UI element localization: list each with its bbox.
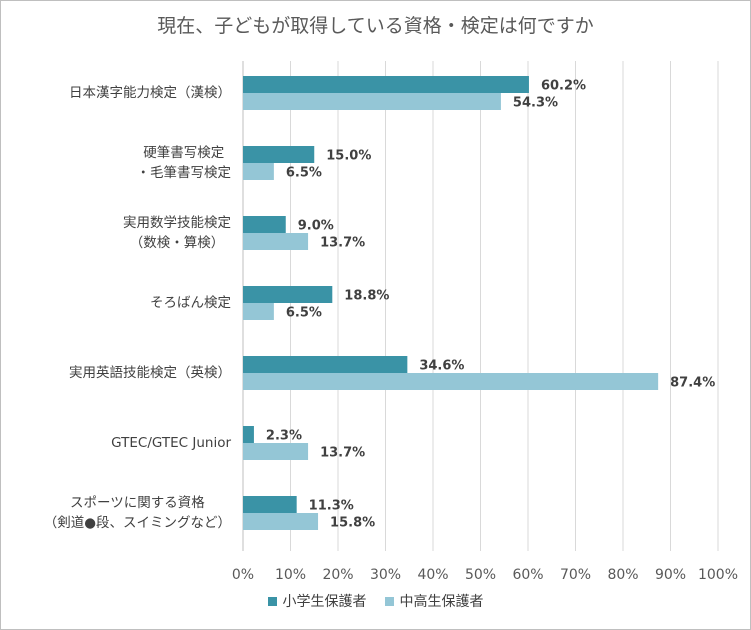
data-label: 34.6%: [419, 359, 464, 374]
data-label: 11.3%: [309, 499, 354, 514]
x-tick-label: 50%: [465, 567, 496, 583]
x-tick-label: 0%: [232, 567, 254, 583]
data-label: 87.4%: [670, 376, 715, 391]
x-tick-label: 20%: [322, 567, 353, 583]
bar: [243, 373, 659, 390]
x-tick-label: 80%: [607, 567, 638, 583]
bar: [243, 496, 297, 513]
data-label: 13.7%: [320, 446, 365, 461]
legend-swatch: [267, 596, 277, 606]
data-label: 54.3%: [513, 96, 558, 111]
category-label: GTEC/GTEC Junior: [111, 435, 231, 451]
category-label: 日本漢字能力検定（漢検）: [69, 85, 231, 101]
data-label: 2.3%: [266, 429, 302, 444]
bar: [243, 233, 309, 250]
x-tick-label: 30%: [370, 567, 401, 583]
category-label: 実用英語技能検定（英検）: [69, 365, 231, 381]
category-label: スポーツに関する資格 （剣道●段、スイミングなど）: [43, 495, 231, 531]
legend-item: 小学生保護者: [267, 591, 367, 611]
legend-label: 中高生保護者: [399, 594, 484, 610]
data-label: 6.5%: [286, 306, 322, 321]
bar: [243, 163, 274, 180]
data-label: 15.8%: [330, 516, 375, 531]
category-label: 実用数学技能検定 （数検・算検）: [123, 215, 231, 251]
bar: [243, 76, 529, 93]
legend-item: 中高生保護者: [384, 591, 484, 611]
x-tick-label: 10%: [275, 567, 306, 583]
legend-label: 小学生保護者: [282, 594, 367, 610]
x-tick-label: 60%: [512, 567, 543, 583]
bar: [243, 513, 319, 530]
data-label: 13.7%: [320, 236, 365, 251]
data-label: 15.0%: [326, 149, 371, 164]
x-tick-label: 70%: [560, 567, 591, 583]
data-label: 18.8%: [344, 289, 389, 304]
data-label: 60.2%: [541, 79, 586, 94]
legend-swatch: [384, 596, 394, 606]
bar: [243, 356, 408, 373]
x-tick-label: 90%: [655, 567, 686, 583]
category-label: 硬筆書写検定 ・毛筆書写検定: [136, 145, 232, 181]
data-label: 6.5%: [286, 166, 322, 181]
category-label: そろばん検定: [150, 295, 231, 311]
chart-title: 現在、子どもが取得している資格・検定は何ですか: [157, 15, 594, 37]
bar: [243, 426, 254, 443]
legend: 小学生保護者 中高生保護者: [1, 591, 750, 611]
bar: [243, 443, 309, 460]
x-tick-label: 40%: [417, 567, 448, 583]
bar: [243, 303, 274, 320]
bar: [243, 216, 286, 233]
bar: [243, 146, 315, 163]
bar: [243, 286, 333, 303]
bar: [243, 93, 501, 110]
x-tick-label: 100%: [698, 567, 738, 583]
data-label: 9.0%: [298, 219, 334, 234]
